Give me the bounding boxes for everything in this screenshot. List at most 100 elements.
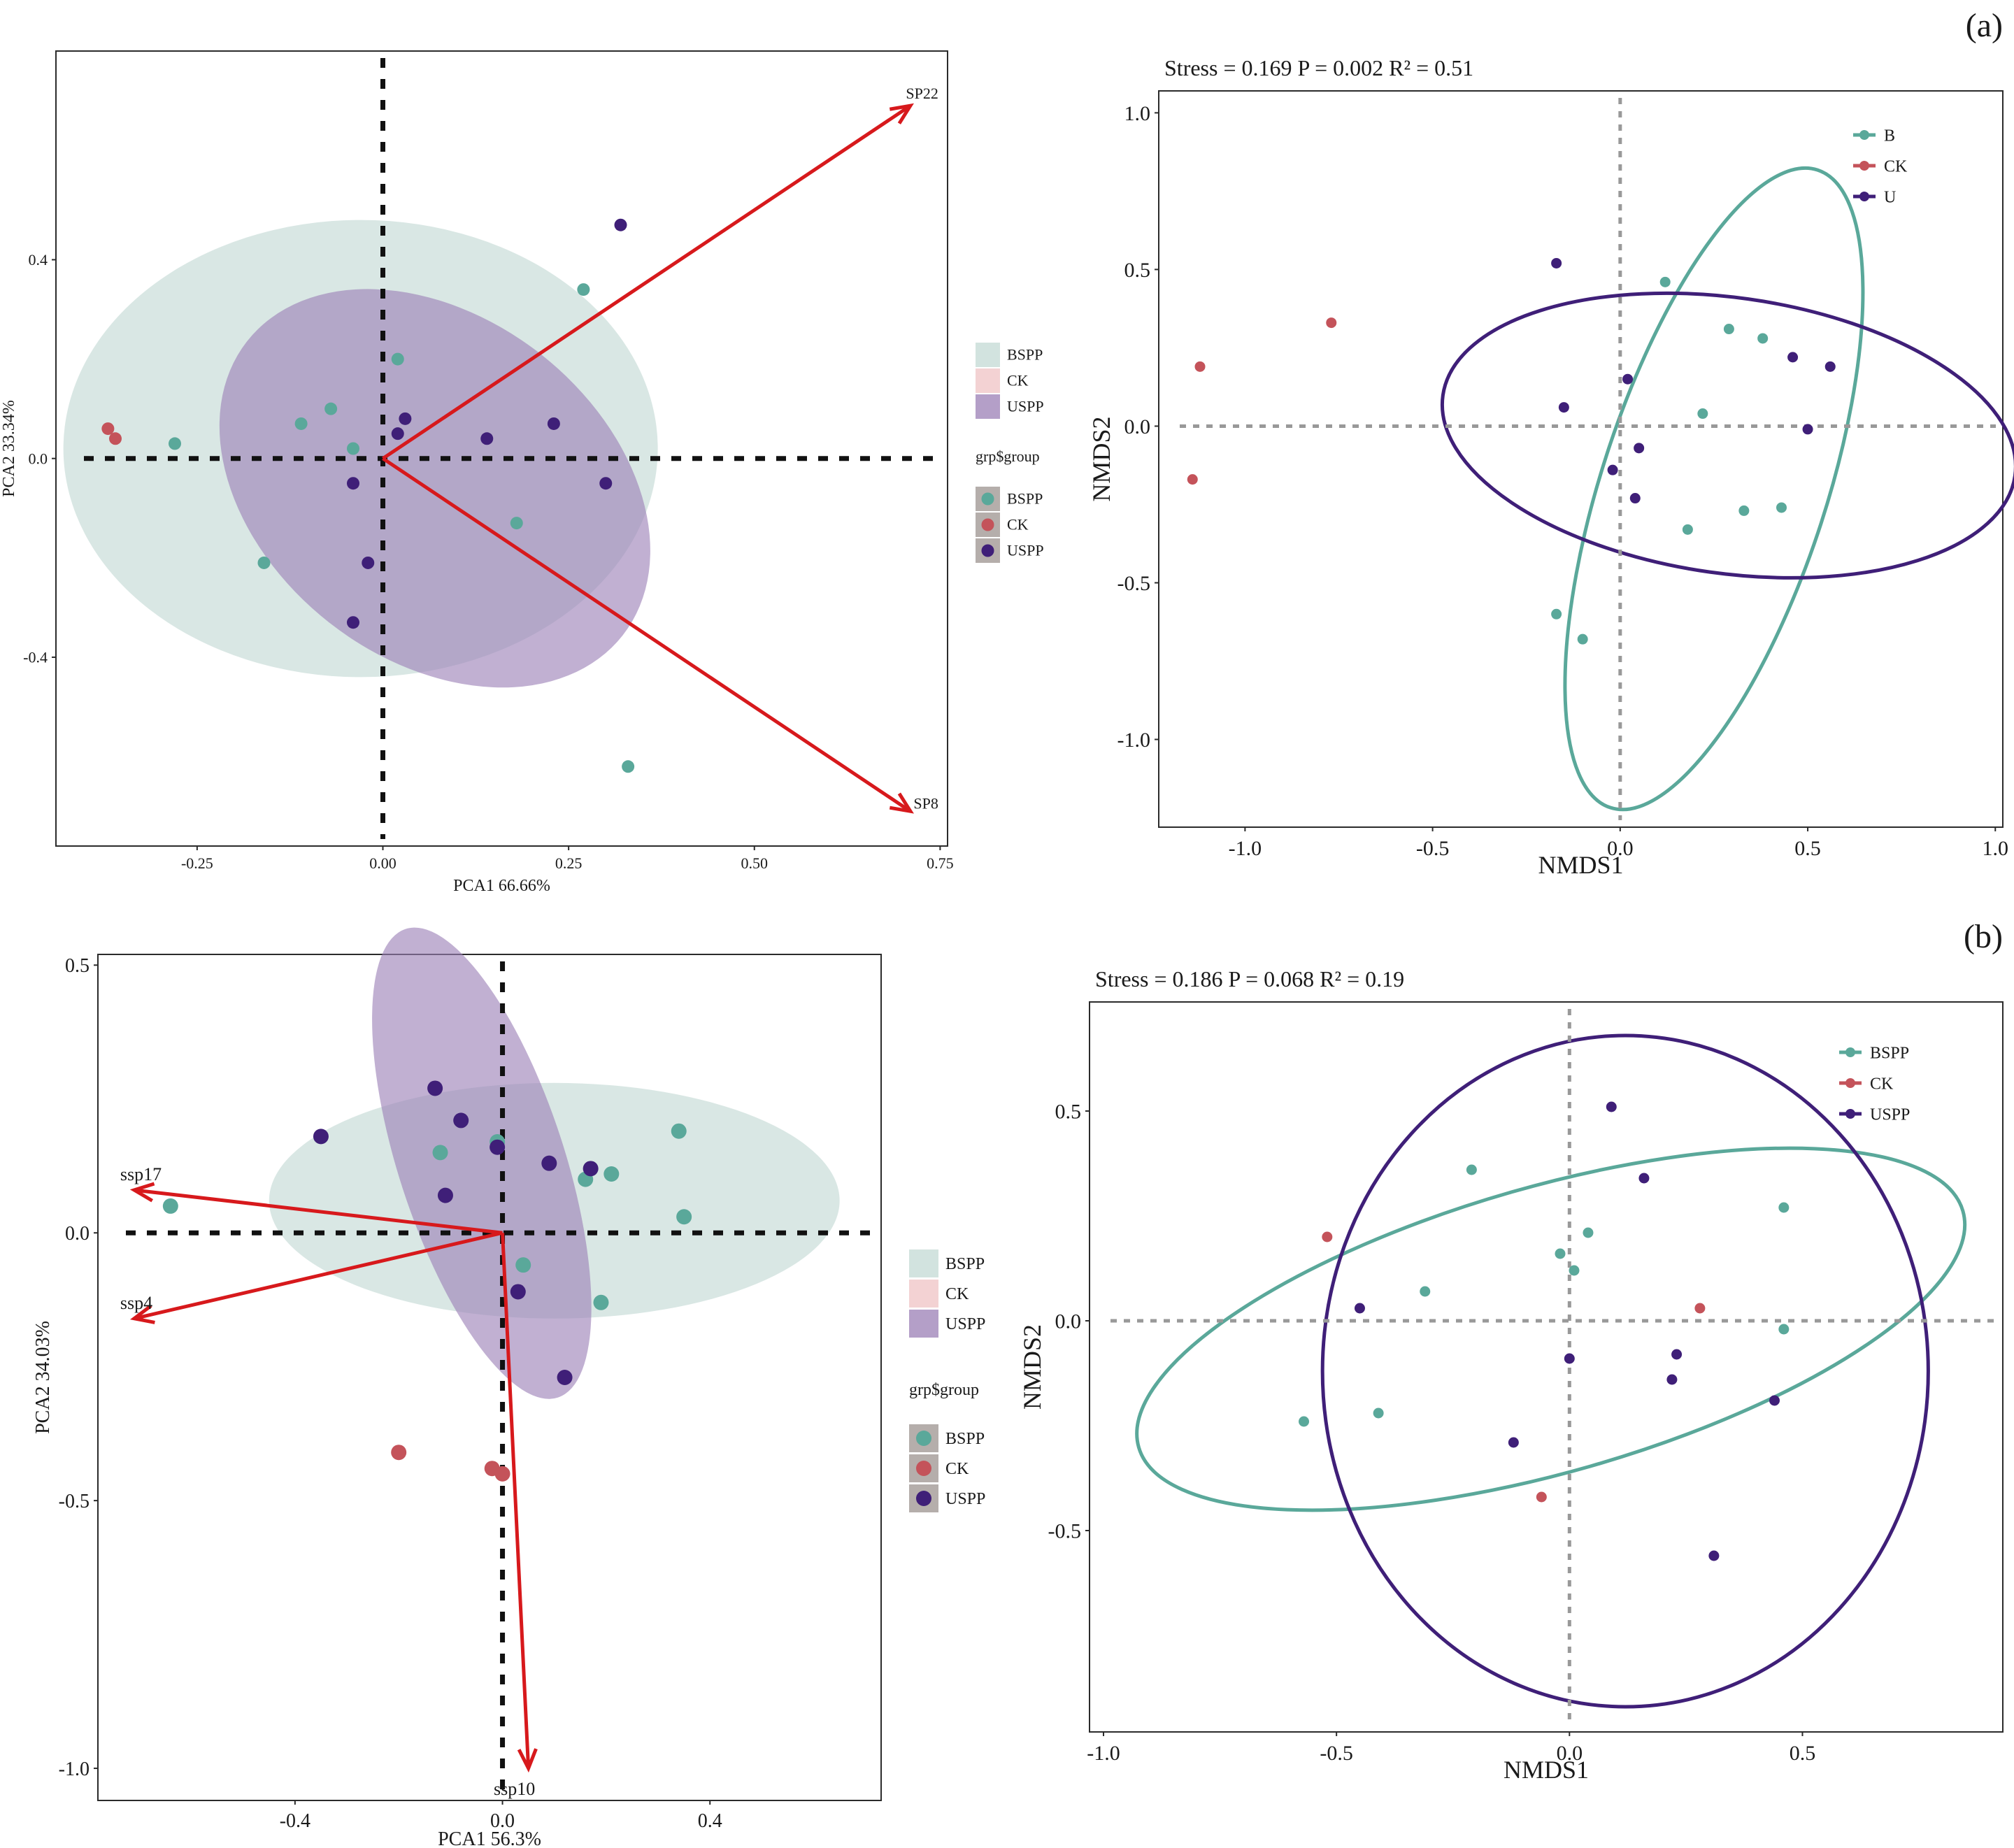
point-uspp: [1769, 1395, 1780, 1406]
point-bspp: [515, 1257, 531, 1273]
y-tick-label: 0.4: [29, 251, 48, 268]
legend-point-label: CK: [1007, 516, 1029, 533]
point-ck: [1536, 1491, 1547, 1503]
point-uspp: [599, 477, 613, 490]
loading-arrow: [134, 1231, 503, 1321]
y-tick-label: 0.0: [65, 1223, 90, 1245]
x-tick-label: 1.0: [1983, 837, 2009, 860]
x-tick-label: 0.00: [369, 854, 397, 872]
x-tick-label: 0.0: [490, 1810, 515, 1832]
loading-arrow: [382, 104, 912, 460]
point-bspp: [622, 760, 635, 773]
pca-chart-b: -0.4 0.0 0.4 -1.0 -0.5 0.0 0.5 PCA1 56.3% PCA2 3…: [32, 927, 985, 1848]
loading-arrow-head: [889, 792, 914, 814]
point-uspp: [362, 556, 375, 569]
y-axis-label: NMDS2: [1087, 416, 1115, 501]
point-bspp: [1373, 1408, 1384, 1419]
x-tick-label: -0.25: [181, 854, 213, 872]
legend-point-label: BSPP: [945, 1430, 985, 1448]
point-u: [1551, 257, 1562, 268]
y-tick-label: 1.0: [1124, 102, 1151, 125]
point-uspp: [313, 1129, 329, 1145]
y-tick-label: 0.5: [65, 955, 90, 977]
legend-fill-key-bspp: [909, 1249, 938, 1277]
point-uspp: [391, 427, 404, 440]
y-tick-label: 0.0: [1124, 415, 1151, 438]
point-bspp: [1569, 1265, 1580, 1276]
point-u: [1622, 373, 1634, 385]
y-tick-label: -1.0: [59, 1759, 90, 1780]
x-axis-label: NMDS1: [1504, 1756, 1589, 1784]
point-ck: [1322, 1231, 1333, 1242]
y-tick-label: 0.5: [1124, 259, 1151, 282]
point-bspp: [1778, 1324, 1790, 1335]
point-ck: [391, 1445, 407, 1461]
ellipse-uspp: [219, 289, 650, 688]
point-bspp: [347, 442, 359, 455]
panel-frame: [1089, 1001, 2004, 1733]
point-ck: [1694, 1303, 1706, 1314]
point-bspp: [1583, 1227, 1594, 1238]
legend-point-key-bspp: [981, 492, 994, 506]
point-u: [1824, 361, 1836, 372]
legend-fill-key-ck: [909, 1280, 938, 1308]
point-uspp: [614, 218, 627, 231]
y-axis-label: PCA2 33.34%: [0, 400, 18, 497]
legend-fill-key-uspp: [909, 1310, 938, 1338]
arrow-label: ssp10: [494, 1779, 535, 1799]
ellipse-bspp: [1135, 1146, 1967, 1512]
y-tick-label: -0.5: [59, 1491, 90, 1512]
point-u: [1607, 464, 1618, 475]
point-uspp: [453, 1112, 469, 1129]
point-uspp: [1638, 1173, 1650, 1184]
legend-fill-key-uspp: [976, 394, 1000, 419]
point-uspp: [347, 616, 359, 629]
chart-title: Stress = 0.169 P = 0.002 R² = 0.51: [1164, 55, 1473, 80]
point-bspp: [169, 437, 181, 450]
ellipse-uspp: [1320, 1033, 1930, 1709]
legend-point-key-ck: [981, 518, 994, 531]
loading-arrow-head: [517, 1748, 538, 1773]
point-ck: [1194, 361, 1206, 372]
point-bspp: [1466, 1164, 1477, 1175]
point-u: [1787, 352, 1799, 363]
y-axis-label: PCA2 34.03%: [32, 1321, 54, 1434]
y-tick-label: 0.0: [29, 450, 48, 467]
x-tick-label: -0.4: [280, 1810, 310, 1832]
point-ck: [101, 422, 115, 436]
point-b: [1757, 333, 1769, 344]
legend-label: USPP: [1870, 1105, 1910, 1124]
legend-fill-label: BSPP: [1007, 346, 1043, 364]
point-u: [1802, 424, 1813, 435]
y-tick-label: -0.5: [1048, 1520, 1082, 1543]
x-tick-label: -0.5: [1320, 1742, 1353, 1765]
point-uspp: [1671, 1349, 1683, 1360]
loading-arrow-head: [129, 1182, 155, 1203]
x-tick-label: 0.25: [555, 854, 583, 872]
point-bspp: [1420, 1286, 1431, 1297]
point-bspp: [324, 402, 338, 415]
x-axis-label: PCA1 56.3%: [438, 1828, 541, 1848]
y-tick-label: -1.0: [1117, 729, 1151, 752]
point-uspp: [347, 477, 359, 490]
point-uspp: [557, 1370, 573, 1385]
legend-point-label: USPP: [1007, 542, 1044, 559]
x-tick-label: -1.0: [1087, 1742, 1120, 1765]
loading-arrow-head: [889, 103, 914, 124]
x-tick-label: 0.50: [741, 854, 769, 872]
point-bspp: [593, 1294, 609, 1310]
ellipse-u: [1440, 291, 2014, 580]
legend-point-key-ck: [916, 1461, 931, 1476]
y-tick-label: -0.5: [1117, 572, 1151, 595]
legend-point-key-u: [1859, 192, 1869, 201]
point-uspp: [510, 1284, 526, 1300]
point-ck: [1326, 317, 1337, 329]
point-u: [1558, 402, 1569, 413]
point-b: [1577, 633, 1588, 645]
arrow-label: ssp4: [120, 1293, 152, 1313]
point-u: [1634, 443, 1645, 454]
legend-point-key-b: [1859, 130, 1869, 140]
chart-title: Stress = 0.186 P = 0.068 R² = 0.19: [1095, 966, 1404, 991]
y-axis-label: NMDS2: [1018, 1324, 1046, 1410]
